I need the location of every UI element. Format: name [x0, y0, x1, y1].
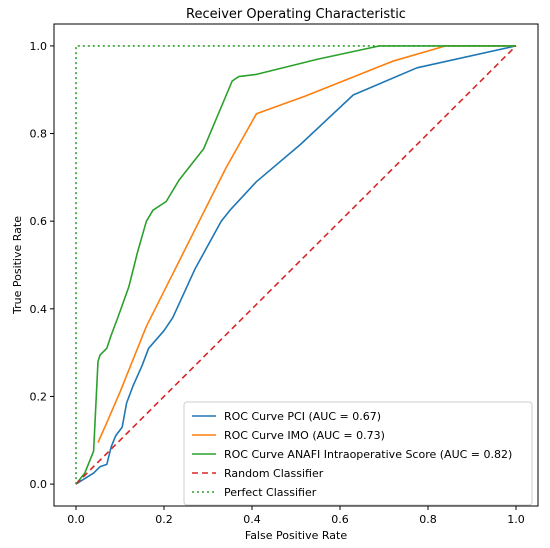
legend-box	[183, 401, 533, 506]
legend-label: ROC Curve IMO (AUC = 0.73)	[224, 429, 385, 442]
series-line-1	[97, 45, 516, 443]
x-axis-ticks: 0.0 0.2 0.4 0.6 0.8 1.0	[67, 506, 525, 526]
y-tick-label: 0.8	[30, 128, 48, 141]
x-tick-label: 0.2	[155, 513, 173, 526]
y-tick-label: 1.0	[30, 40, 48, 53]
legend-label: ROC Curve ANAFI Intraoperative Score (AU…	[224, 448, 512, 461]
x-axis-title: False Positive Rate	[245, 529, 347, 542]
plot-lines	[75, 45, 517, 485]
plot-frame	[53, 23, 539, 507]
y-tick-label: 0.0	[30, 478, 48, 491]
y-tick-label: 0.6	[30, 215, 48, 228]
series-line-0	[75, 45, 517, 485]
x-tick-label: 0.6	[331, 513, 349, 526]
legend-label: Random Classifier	[224, 467, 324, 480]
x-tick-label: 0.4	[243, 513, 261, 526]
series-line-4	[75, 45, 516, 485]
legend: ROC Curve PCI (AUC = 0.67) ROC Curve IMO …	[183, 401, 533, 506]
y-axis-title: True Positive Rate	[11, 216, 24, 315]
y-tick-label: 0.2	[30, 390, 48, 403]
y-axis-ticks: 0.0 0.2 0.4 0.6 0.8 1.0	[30, 40, 54, 491]
chart-title: Receiver Operating Characteristic	[186, 7, 406, 22]
series-line-2	[75, 45, 516, 485]
y-tick-label: 0.4	[30, 303, 48, 316]
legend-label: ROC Curve PCI (AUC = 0.67)	[224, 410, 381, 423]
x-tick-label: 1.0	[507, 513, 525, 526]
series-line-3	[75, 45, 517, 485]
x-tick-label: 0.0	[67, 513, 85, 526]
x-tick-label: 0.8	[419, 513, 437, 526]
legend-label: Perfect Classifier	[224, 486, 317, 499]
